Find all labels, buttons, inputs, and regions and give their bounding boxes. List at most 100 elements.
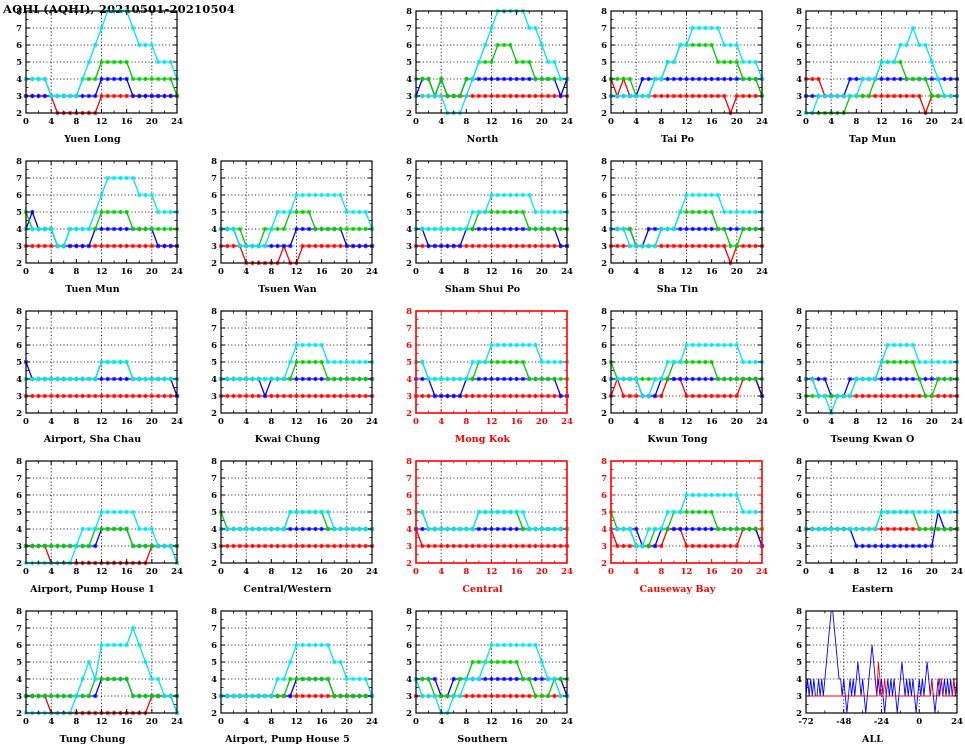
svg-text:7: 7 [796,324,802,334]
chart-panel: 2 3 4 5 6 7 8 0 4 8 12 16 20 24 Tseung Kwan O [780,305,965,447]
svg-text:3: 3 [796,692,802,702]
svg-text:8: 8 [268,267,274,277]
panel-label: Central [462,584,503,595]
svg-text:8: 8 [463,117,469,127]
svg-text:8: 8 [73,417,79,427]
svg-text:4: 4 [243,717,249,727]
svg-text:5: 5 [16,508,22,518]
chart-panel: 2 3 4 5 6 7 8 0 4 8 12 16 20 24 Central [390,455,575,597]
svg-text:4: 4 [406,375,412,385]
svg-text:-48: -48 [836,717,851,727]
svg-text:4: 4 [211,375,217,385]
svg-text:8: 8 [211,157,217,167]
svg-text:7: 7 [796,624,802,634]
svg-text:0: 0 [413,567,419,577]
svg-text:7: 7 [406,324,412,334]
panel-label: Kwun Tong [647,434,708,445]
svg-text:3: 3 [406,392,412,402]
svg-text:4: 4 [48,267,54,277]
svg-text:3: 3 [796,392,802,402]
panel-label: ALL [861,734,884,745]
svg-text:2: 2 [16,409,22,419]
svg-text:8: 8 [16,7,22,17]
svg-text:0: 0 [23,267,29,277]
svg-text:2: 2 [16,709,22,719]
svg-text:8: 8 [796,7,802,17]
svg-text:7: 7 [211,174,217,184]
svg-text:7: 7 [601,474,607,484]
svg-text:7: 7 [16,324,22,334]
svg-text:12: 12 [486,267,498,277]
svg-text:5: 5 [406,208,412,218]
svg-text:8: 8 [211,457,217,467]
plot-area: 2 3 4 5 6 7 8 0 4 8 12 16 20 24 [16,457,183,577]
svg-text:4: 4 [406,675,412,685]
svg-text:24: 24 [756,117,768,127]
svg-text:5: 5 [796,358,802,368]
svg-text:8: 8 [406,157,412,167]
svg-text:4: 4 [211,675,217,685]
panel-label: Airport, Pump House 5 [225,734,350,745]
svg-text:2: 2 [796,109,802,119]
svg-text:16: 16 [316,567,328,577]
svg-text:4: 4 [828,417,834,427]
svg-text:7: 7 [796,474,802,484]
chart-panel: 2 3 4 5 6 7 8 0 4 8 12 16 20 24 Southern [390,605,575,747]
chart-panel: 2 3 4 5 6 7 8 0 4 8 12 16 20 24 Mong Kok [390,305,575,447]
chart-panel: 2 3 4 5 6 7 8 0 4 8 12 16 20 24 Eastern [780,455,965,597]
svg-text:7: 7 [16,624,22,634]
svg-text:4: 4 [16,375,22,385]
svg-text:7: 7 [16,174,22,184]
plot-area: 2 3 4 5 6 7 8 0 4 8 12 16 20 24 [16,307,183,427]
svg-text:4: 4 [243,267,249,277]
svg-text:5: 5 [16,658,22,668]
svg-text:16: 16 [316,417,328,427]
svg-text:6: 6 [601,341,607,351]
svg-text:12: 12 [96,567,108,577]
panel-label: North [466,134,499,145]
svg-text:7: 7 [211,624,217,634]
svg-text:4: 4 [16,75,22,85]
svg-text:24: 24 [951,417,963,427]
svg-text:12: 12 [96,267,108,277]
svg-text:8: 8 [796,607,802,617]
svg-text:8: 8 [406,607,412,617]
svg-text:8: 8 [73,117,79,127]
svg-text:16: 16 [706,117,718,127]
svg-text:8: 8 [16,157,22,167]
panel-label: Causeway Bay [639,584,716,595]
svg-text:16: 16 [706,267,718,277]
svg-text:2: 2 [796,559,802,569]
svg-text:24: 24 [951,567,963,577]
svg-text:16: 16 [316,267,328,277]
svg-text:7: 7 [406,174,412,184]
svg-text:6: 6 [406,491,412,501]
svg-text:24: 24 [951,117,963,127]
svg-text:12: 12 [291,267,303,277]
svg-text:4: 4 [406,525,412,535]
plot-area: 2 3 4 5 6 7 8 -72 -48 -24 0 24 [796,607,963,727]
svg-text:24: 24 [561,267,573,277]
svg-text:0: 0 [608,267,614,277]
svg-text:4: 4 [438,417,444,427]
svg-text:6: 6 [211,341,217,351]
plot-area: 2 3 4 5 6 7 8 0 4 8 12 16 20 24 [601,457,768,577]
panel-label: Sha Tin [656,284,699,295]
svg-text:7: 7 [601,24,607,34]
svg-text:20: 20 [146,717,158,727]
svg-text:0: 0 [803,567,809,577]
svg-text:5: 5 [796,658,802,668]
svg-text:5: 5 [406,358,412,368]
svg-text:2: 2 [406,409,412,419]
svg-text:8: 8 [658,417,664,427]
plot-area: 2 3 4 5 6 7 8 0 4 8 12 16 20 24 [211,307,378,427]
svg-text:16: 16 [511,567,523,577]
svg-text:-72: -72 [798,717,813,727]
svg-text:0: 0 [218,417,224,427]
svg-text:5: 5 [211,508,217,518]
svg-text:24: 24 [171,267,183,277]
svg-text:24: 24 [366,567,378,577]
svg-text:8: 8 [16,607,22,617]
svg-text:20: 20 [341,267,353,277]
svg-text:5: 5 [16,58,22,68]
